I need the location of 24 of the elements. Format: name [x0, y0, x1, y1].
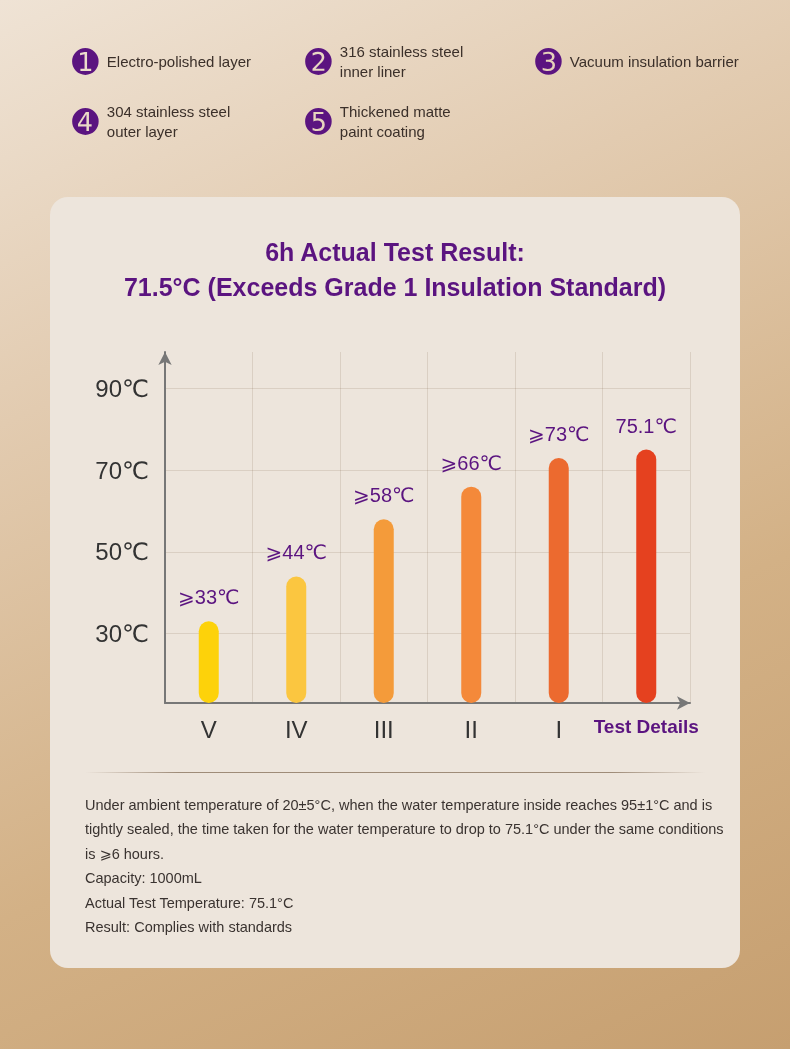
data-label: ⩾58℃	[353, 484, 415, 507]
data-label: ⩾44℃	[265, 541, 327, 564]
x-tick-label: III	[373, 715, 394, 743]
y-tick-label: 90℃	[95, 375, 149, 403]
x-tick-label: V	[200, 715, 217, 743]
chart-title: 6h Actual Test Result:	[265, 237, 525, 266]
y-tick-label: 30℃	[95, 620, 149, 648]
x-tick-label: Test Details	[593, 716, 699, 737]
y-tick-label: 50℃	[95, 538, 149, 566]
text: Actual Test Temperature: 75.1°C	[85, 893, 295, 913]
data-label: ⩾66℃	[440, 451, 502, 474]
data-label: ⩾73℃	[528, 423, 590, 446]
text: ➊ Electro-polished layer	[72, 43, 252, 81]
text: ➌ Vacuum insulation barrier	[535, 43, 739, 81]
text: Capacity: 1000mL	[85, 869, 203, 889]
text: Result: Complies with standards	[85, 918, 294, 938]
x-tick-label: II	[464, 715, 478, 743]
data-label: ⩾33℃	[178, 586, 240, 609]
chart-subtitle: 71.5°C (Exceeds Grade 1 Insulation Standard)	[123, 272, 667, 301]
y-tick-label: 70℃	[95, 456, 149, 484]
x-tick-label: IV	[284, 715, 308, 743]
x-tick-label: I	[555, 715, 563, 743]
text: Under ambient temperature of 20±5°C, when the water temperature inside reaches 95±1°C and is tightly sealed, the time taken for the water temperature to drop to 75.1°C under the same conditions is ⩾6 hours.	[85, 796, 725, 864]
data-label: 75.1℃	[615, 414, 677, 437]
